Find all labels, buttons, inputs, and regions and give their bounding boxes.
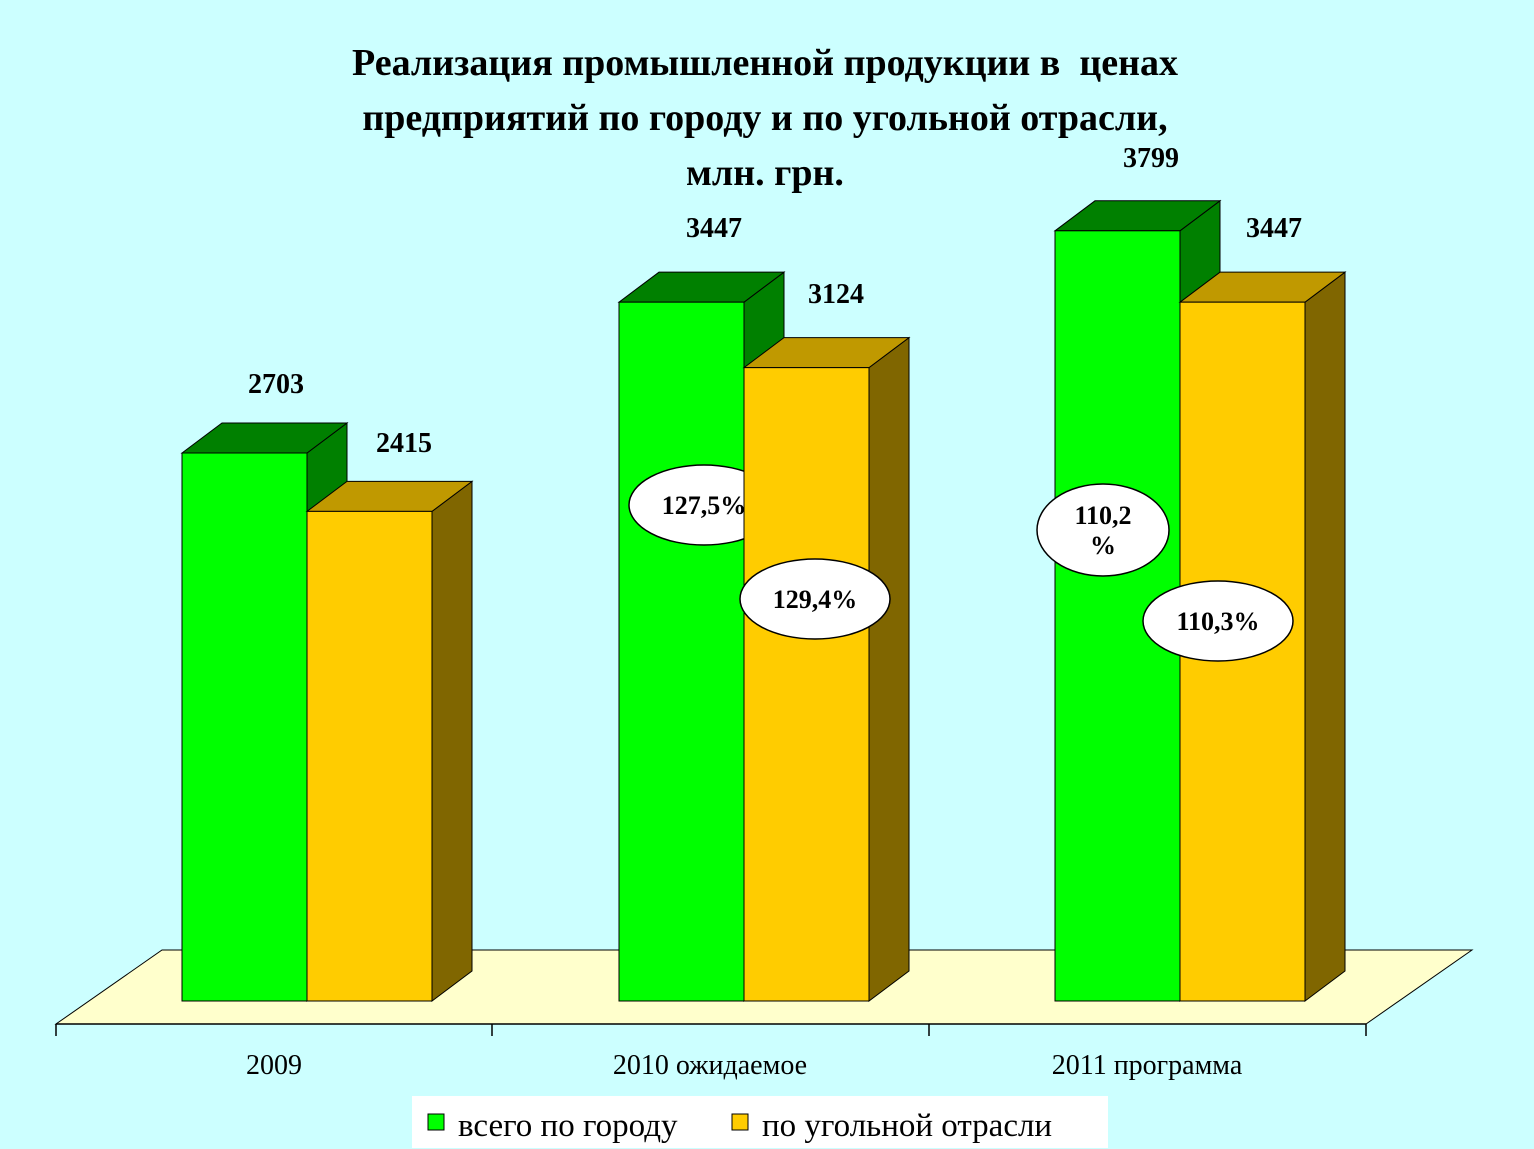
growth-label: 110,3% bbox=[1176, 607, 1259, 636]
growth-bubble bbox=[1142, 580, 1294, 662]
legend-label: всего по городу bbox=[458, 1108, 678, 1144]
growth-label: 127,5% bbox=[662, 491, 747, 520]
growth-label: % bbox=[1090, 531, 1116, 560]
data-label: 3799 bbox=[1123, 143, 1179, 174]
growth-label: 129,4% bbox=[773, 585, 858, 614]
legend-swatch bbox=[731, 1113, 749, 1131]
growth-label: 110,2 bbox=[1074, 501, 1131, 530]
category-label: 2010 ожидаемое bbox=[613, 1050, 807, 1081]
bar bbox=[181, 452, 308, 1002]
legend-label: по угольной отрасли bbox=[762, 1108, 1052, 1144]
growth-bubble bbox=[1036, 483, 1170, 577]
growth-bubble bbox=[739, 558, 891, 640]
legend-swatch bbox=[427, 1113, 445, 1131]
chart-title-line-1: Реализация промышленной продукции в цена… bbox=[352, 42, 1178, 84]
bar bbox=[306, 510, 433, 1002]
chart-title: Реализация промышленной продукции в цена… bbox=[180, 36, 1350, 201]
category-label: 2011 программа bbox=[1052, 1050, 1243, 1081]
bar-side bbox=[431, 480, 473, 1002]
bar-side bbox=[868, 336, 910, 1002]
data-label: 2703 bbox=[248, 369, 304, 400]
bar bbox=[618, 301, 745, 1002]
data-label: 3447 bbox=[1246, 213, 1302, 244]
bar-side bbox=[1304, 271, 1346, 1002]
data-label: 2415 bbox=[376, 428, 432, 459]
bar bbox=[743, 367, 870, 1002]
chart-title-line-3: млн. грн. bbox=[686, 152, 844, 194]
data-label: 3124 bbox=[808, 279, 864, 310]
category-label: 2009 bbox=[246, 1050, 302, 1081]
legend-box bbox=[412, 1096, 1108, 1148]
data-label: 3447 bbox=[686, 213, 742, 244]
chart-title-line-2: предприятий по городу и по угольной отра… bbox=[362, 97, 1168, 139]
